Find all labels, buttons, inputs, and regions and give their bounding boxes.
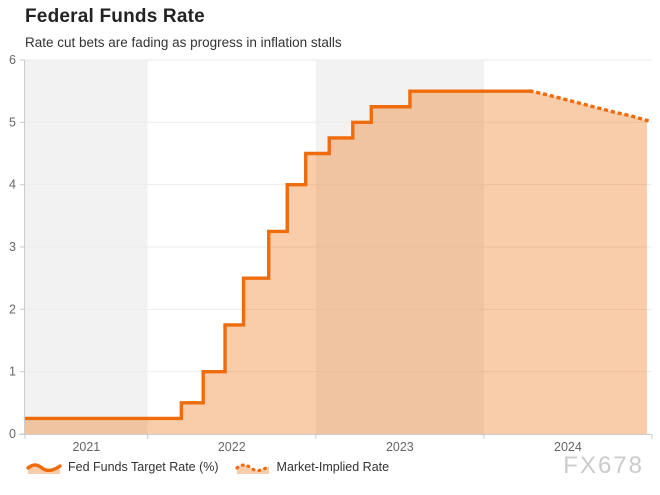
legend-item-target-rate[interactable]: Fed Funds Target Rate (%): [26, 460, 219, 474]
page-title: Federal Funds Rate: [25, 6, 205, 27]
y-axis-label: 5: [9, 115, 16, 129]
fx678-watermark: FX678: [563, 452, 644, 479]
y-axis-label: 0: [9, 427, 16, 441]
dotted-series-icon: [234, 463, 271, 474]
legend-label-market-implied: Market-Implied Rate: [276, 460, 390, 474]
area-series-icon: [26, 463, 62, 474]
x-axis-label: 2021: [72, 440, 100, 454]
y-axis-label: 6: [9, 53, 16, 67]
rate-area-fill: [25, 91, 647, 435]
market-implied-rate-line: [528, 89, 650, 123]
legend-label-target-rate: Fed Funds Target Rate (%): [68, 460, 219, 474]
y-axis-label: 3: [9, 240, 16, 254]
y-axis-label: 1: [9, 365, 16, 379]
y-axis-label: 4: [9, 178, 16, 192]
x-axis-label: 2024: [554, 440, 582, 454]
legend-item-market-implied[interactable]: Market-Implied Rate: [234, 460, 390, 474]
chart-subtitle: Rate cut bets are fading as progress in …: [25, 35, 342, 50]
fed-funds-target-rate-line: [25, 89, 531, 421]
y-axis-label: 2: [9, 302, 16, 316]
x-axis-label: 2023: [386, 440, 414, 454]
chart-legend: Fed Funds Target Rate (%) Market-Implied…: [26, 456, 389, 478]
x-axis-label: 2022: [218, 440, 246, 454]
